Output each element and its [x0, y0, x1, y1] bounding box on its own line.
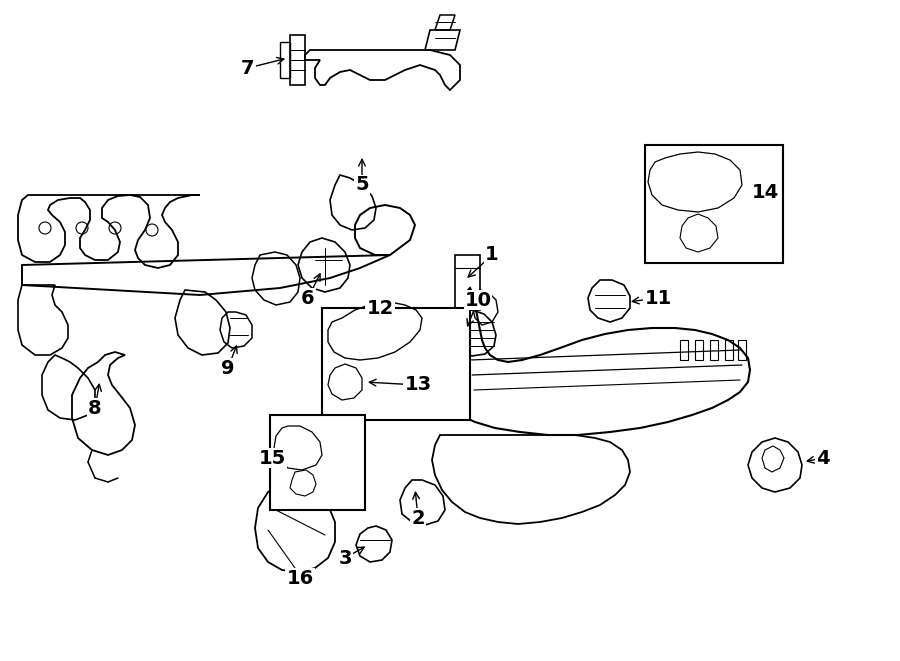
Text: 14: 14: [752, 182, 778, 202]
Text: 16: 16: [286, 568, 313, 588]
Bar: [270, 415, 365, 510]
Bar: [645, 145, 783, 263]
Text: 15: 15: [258, 449, 285, 467]
Text: 6: 6: [302, 288, 315, 307]
Text: 10: 10: [464, 290, 491, 309]
Text: 3: 3: [338, 549, 352, 568]
Text: 5: 5: [356, 176, 369, 194]
Text: 4: 4: [816, 449, 830, 467]
Text: 13: 13: [404, 375, 432, 395]
Text: 11: 11: [644, 288, 671, 307]
Text: 8: 8: [88, 399, 102, 418]
Text: 2: 2: [411, 508, 425, 527]
Text: 7: 7: [241, 59, 255, 77]
Text: 1: 1: [485, 245, 499, 264]
Text: 9: 9: [221, 358, 235, 377]
Text: 12: 12: [366, 299, 393, 317]
Bar: [322, 308, 470, 420]
